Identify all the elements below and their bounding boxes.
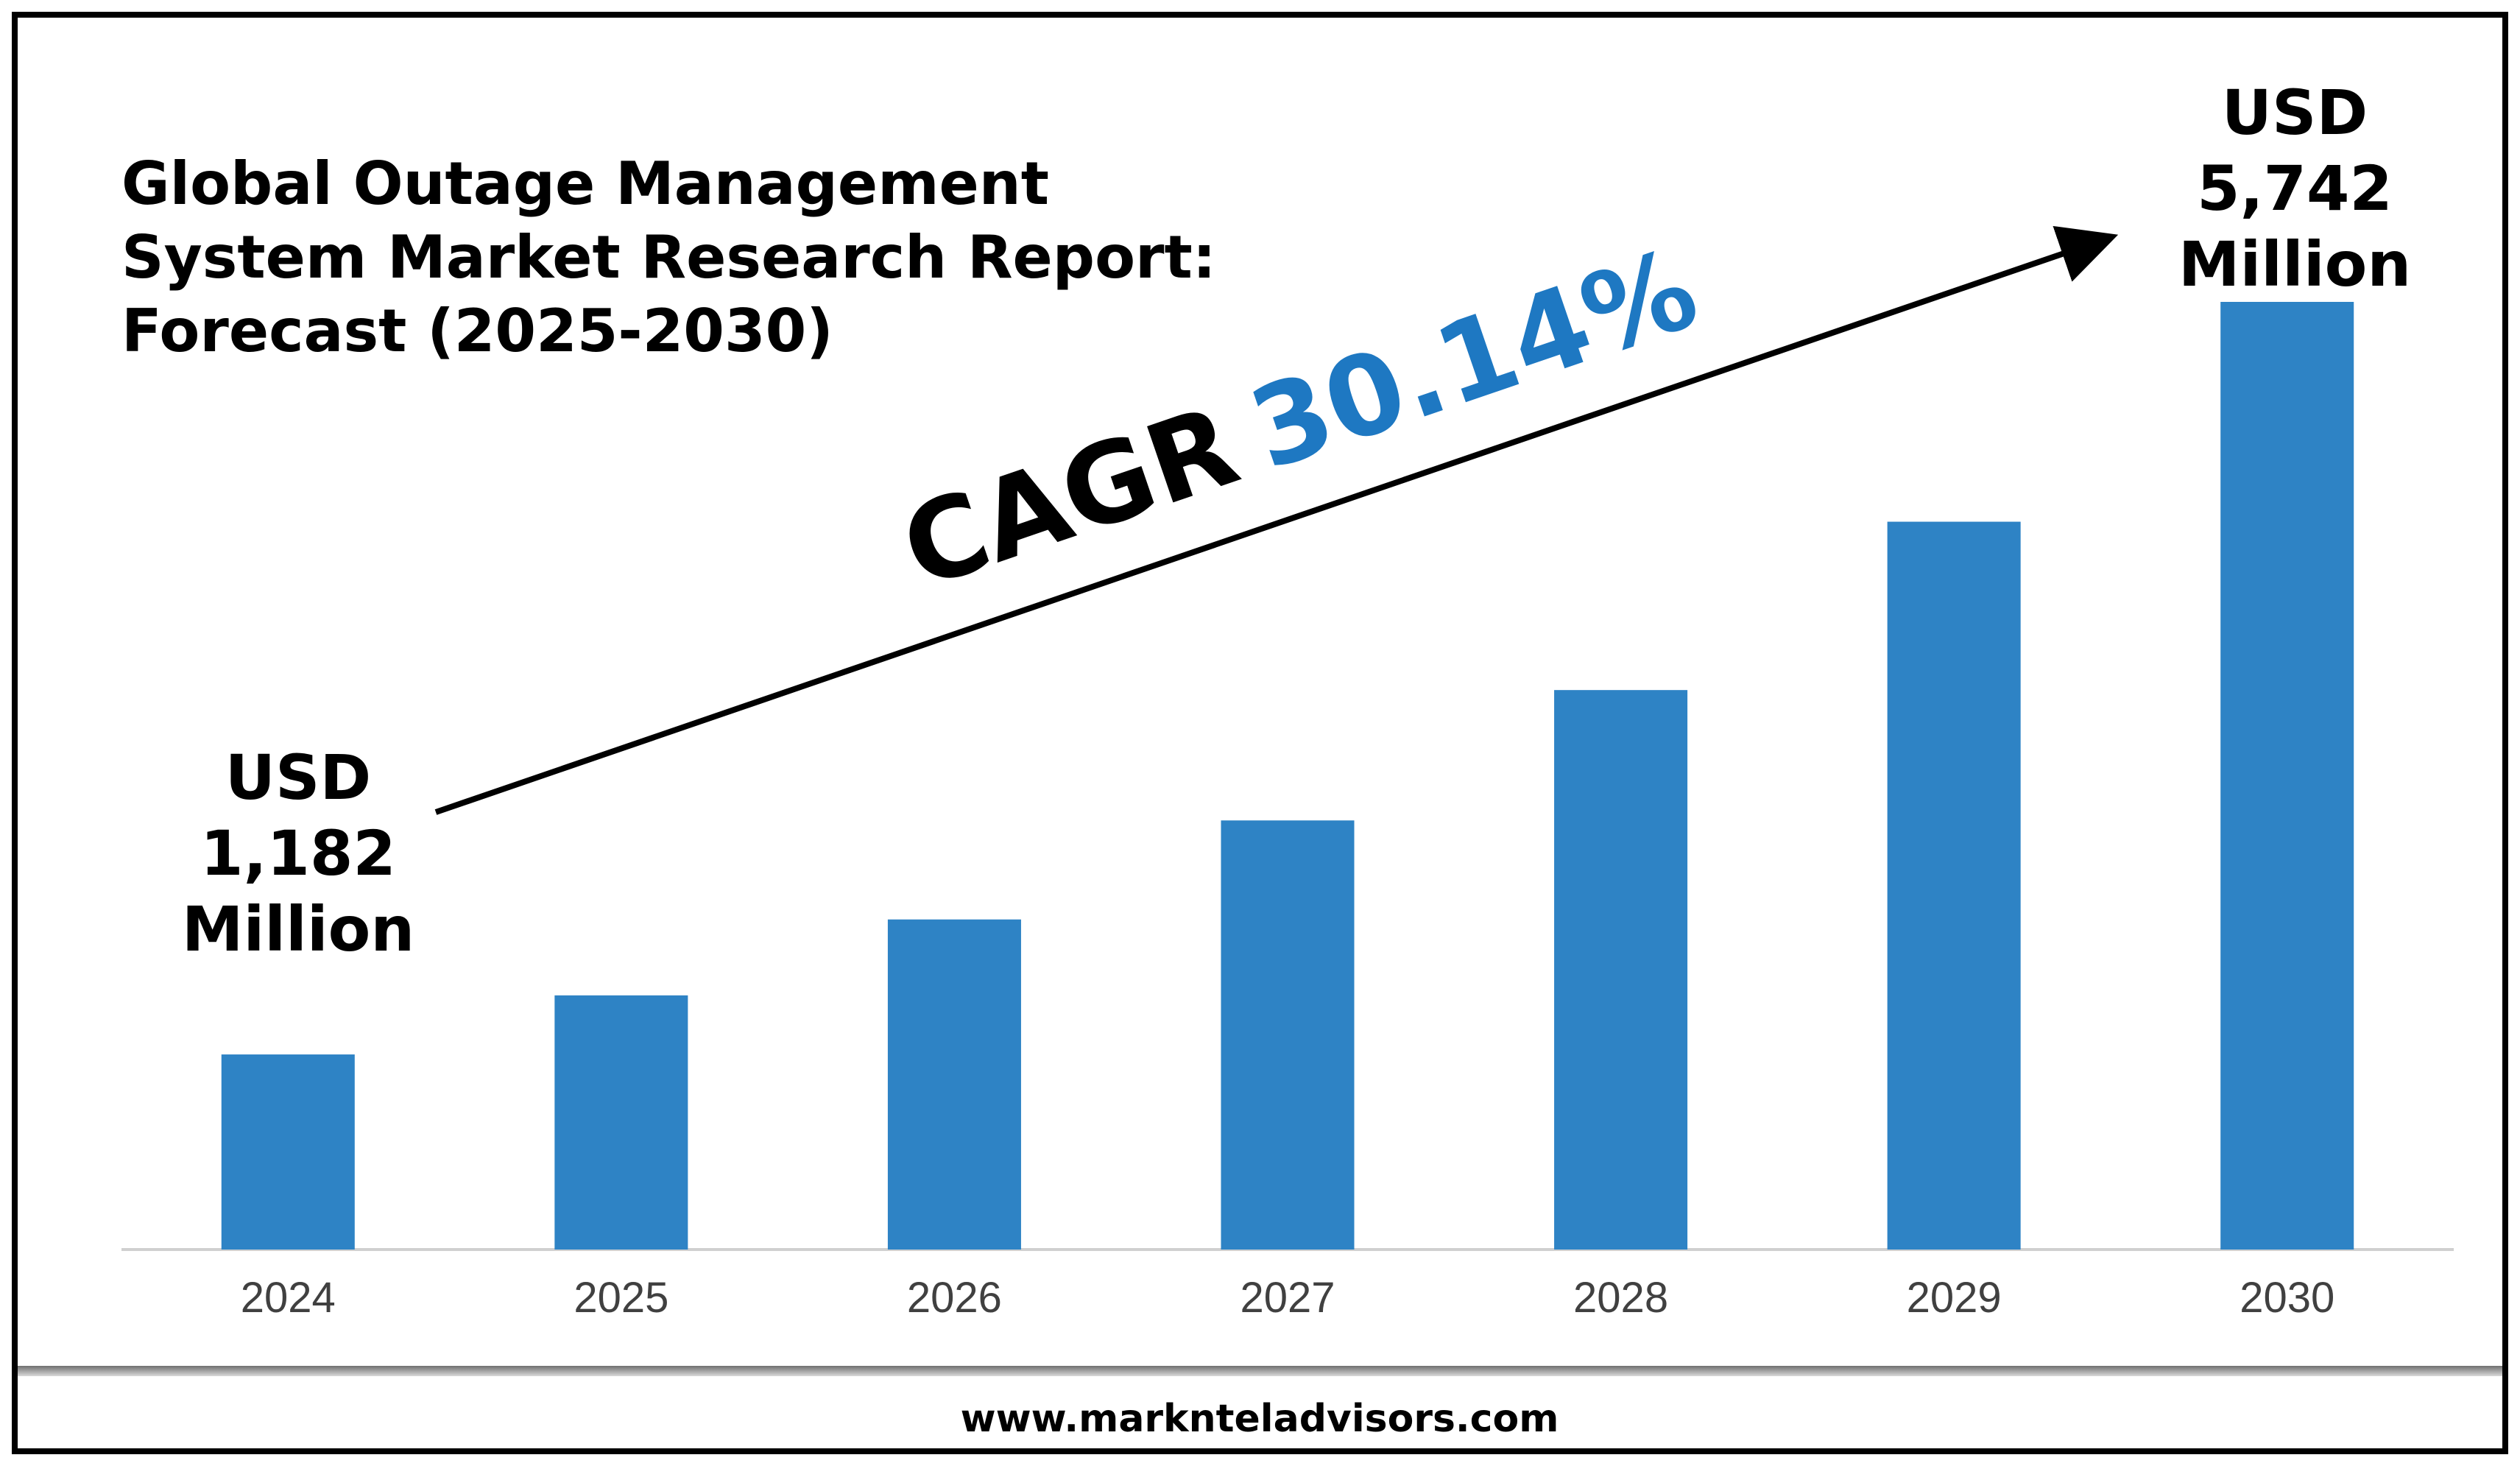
bar-2028	[1554, 690, 1688, 1250]
start-value-label-line-2: 1,182	[200, 817, 396, 889]
end-value-label-line-1: USD	[2222, 77, 2368, 149]
chart-title-line-1: Global Outage Management	[121, 149, 1049, 218]
end-value-label-line-2: 5,742	[2197, 152, 2393, 225]
bar-2024	[221, 1054, 355, 1250]
x-tick-labels: 2024 2025 2026 2027 2028 2029 2030	[241, 1274, 2334, 1322]
bars-group	[221, 302, 2354, 1250]
chart-title-line-2: System Market Research Report:	[121, 223, 1216, 292]
footer-url[interactable]: www.marknteladvisors.com	[961, 1397, 1559, 1441]
start-value-label-line-1: USD	[225, 741, 371, 814]
x-tick-label-2024: 2024	[241, 1274, 336, 1322]
bar-2030	[2220, 302, 2354, 1250]
x-tick-label-2029: 2029	[1907, 1274, 2002, 1322]
start-value-label-line-3: Million	[182, 893, 414, 965]
x-tick-label-2026: 2026	[907, 1274, 1002, 1322]
chart-title-line-3: Forecast (2025-2030)	[121, 297, 833, 365]
x-tick-label-2028: 2028	[1573, 1274, 1668, 1322]
bar-2025	[554, 995, 688, 1250]
bar-2029	[1887, 521, 2021, 1250]
end-value-label-line-3: Million	[2178, 228, 2411, 300]
x-tick-label-2025: 2025	[573, 1274, 668, 1322]
bar-2027	[1221, 820, 1355, 1250]
bar-2026	[887, 919, 1021, 1250]
footer-separator	[18, 1366, 2502, 1376]
growth-arrow	[434, 225, 2119, 815]
x-tick-label-2030: 2030	[2240, 1274, 2334, 1322]
x-tick-label-2027: 2027	[1240, 1274, 1335, 1322]
